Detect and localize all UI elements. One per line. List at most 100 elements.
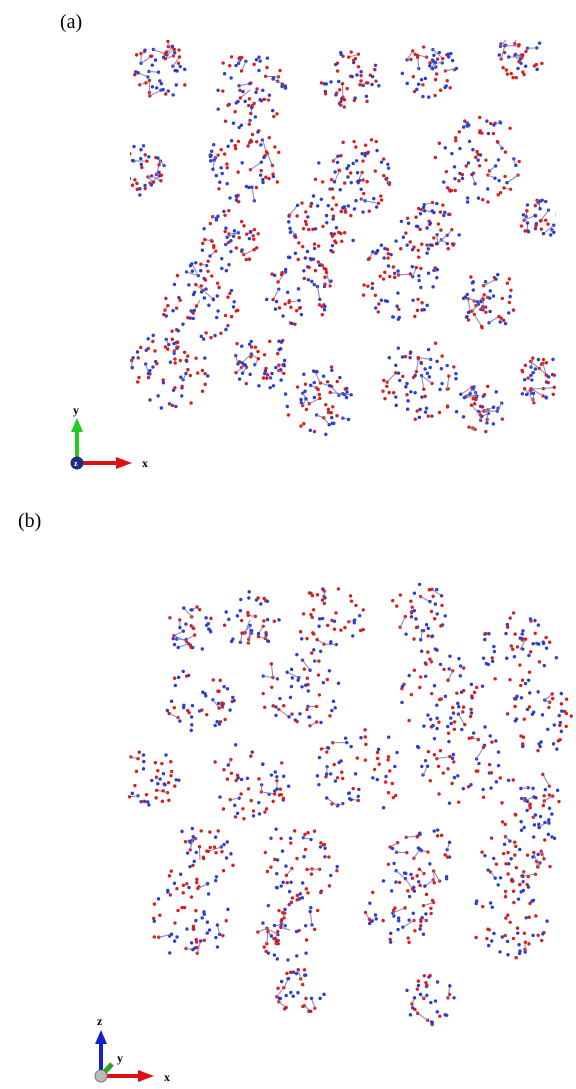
atom <box>489 786 492 789</box>
atom <box>217 187 220 190</box>
atom <box>307 1010 310 1013</box>
atom <box>323 855 326 858</box>
atom <box>315 638 318 641</box>
atom <box>354 145 357 148</box>
atom <box>401 685 404 688</box>
atom <box>347 418 350 421</box>
atom <box>193 860 196 863</box>
atom <box>429 221 432 224</box>
atom <box>240 778 243 781</box>
atom <box>528 670 531 673</box>
atom <box>480 850 483 853</box>
atom <box>199 269 202 272</box>
atom <box>491 656 494 659</box>
atom <box>168 951 171 954</box>
atom <box>287 785 290 788</box>
atom <box>542 358 545 361</box>
atom <box>314 178 317 181</box>
atom <box>451 59 454 62</box>
atom <box>151 85 154 88</box>
atom <box>191 864 194 867</box>
atom <box>398 881 401 884</box>
atom <box>274 827 277 830</box>
atom <box>323 308 326 311</box>
atom <box>399 593 402 596</box>
atom <box>363 154 366 157</box>
atom <box>438 411 441 414</box>
atom <box>201 249 204 252</box>
atom <box>177 676 180 679</box>
atom <box>271 109 274 112</box>
atom <box>523 717 526 720</box>
atom <box>265 298 268 301</box>
atom <box>216 214 219 217</box>
atom <box>304 951 307 954</box>
atom <box>142 800 145 803</box>
atom <box>510 644 513 647</box>
atom <box>223 624 226 627</box>
atom <box>414 617 417 620</box>
atom <box>512 308 515 311</box>
atom <box>428 600 431 603</box>
atom <box>249 355 252 358</box>
atom <box>273 792 276 795</box>
atom <box>476 158 479 161</box>
atom <box>536 690 539 693</box>
atom <box>234 743 237 746</box>
atom <box>422 388 425 391</box>
atom <box>475 150 478 153</box>
atom <box>282 775 285 778</box>
atom <box>481 198 484 201</box>
atom <box>397 346 400 349</box>
bond <box>150 90 161 96</box>
atom <box>427 247 430 250</box>
bond <box>310 912 312 925</box>
atom <box>268 386 271 389</box>
atom <box>537 358 540 361</box>
atom <box>264 367 267 370</box>
atom <box>497 883 500 886</box>
atom <box>389 938 392 941</box>
atom <box>496 273 499 276</box>
atom <box>439 663 442 666</box>
atom <box>136 380 139 383</box>
atom <box>238 377 241 380</box>
atom <box>309 384 312 387</box>
atom <box>433 617 436 620</box>
atom <box>386 300 389 303</box>
atom <box>376 778 379 781</box>
atom <box>506 36 509 39</box>
atom <box>249 754 252 757</box>
atom <box>182 704 185 707</box>
atom <box>558 714 561 717</box>
atom <box>514 164 517 167</box>
atom <box>525 809 528 812</box>
atom <box>520 829 523 832</box>
atom <box>227 763 230 766</box>
atom <box>313 430 316 433</box>
atom <box>250 140 253 143</box>
atom <box>508 678 511 681</box>
atom <box>286 958 289 961</box>
atom <box>228 708 231 711</box>
atom <box>432 54 435 57</box>
atom <box>417 979 420 982</box>
atom <box>497 764 500 767</box>
atom <box>368 902 371 905</box>
atom <box>382 174 385 177</box>
atom <box>167 799 170 802</box>
atom <box>361 210 364 213</box>
atom <box>177 48 180 51</box>
atom <box>401 355 404 358</box>
atom <box>198 845 201 848</box>
atom <box>258 812 261 815</box>
atom <box>538 660 541 663</box>
atom <box>504 823 507 826</box>
atom <box>150 54 153 57</box>
atom <box>376 751 379 754</box>
atom <box>565 698 568 701</box>
atom <box>186 316 189 319</box>
atom <box>383 247 386 250</box>
atom <box>248 373 251 376</box>
atom <box>265 377 268 380</box>
